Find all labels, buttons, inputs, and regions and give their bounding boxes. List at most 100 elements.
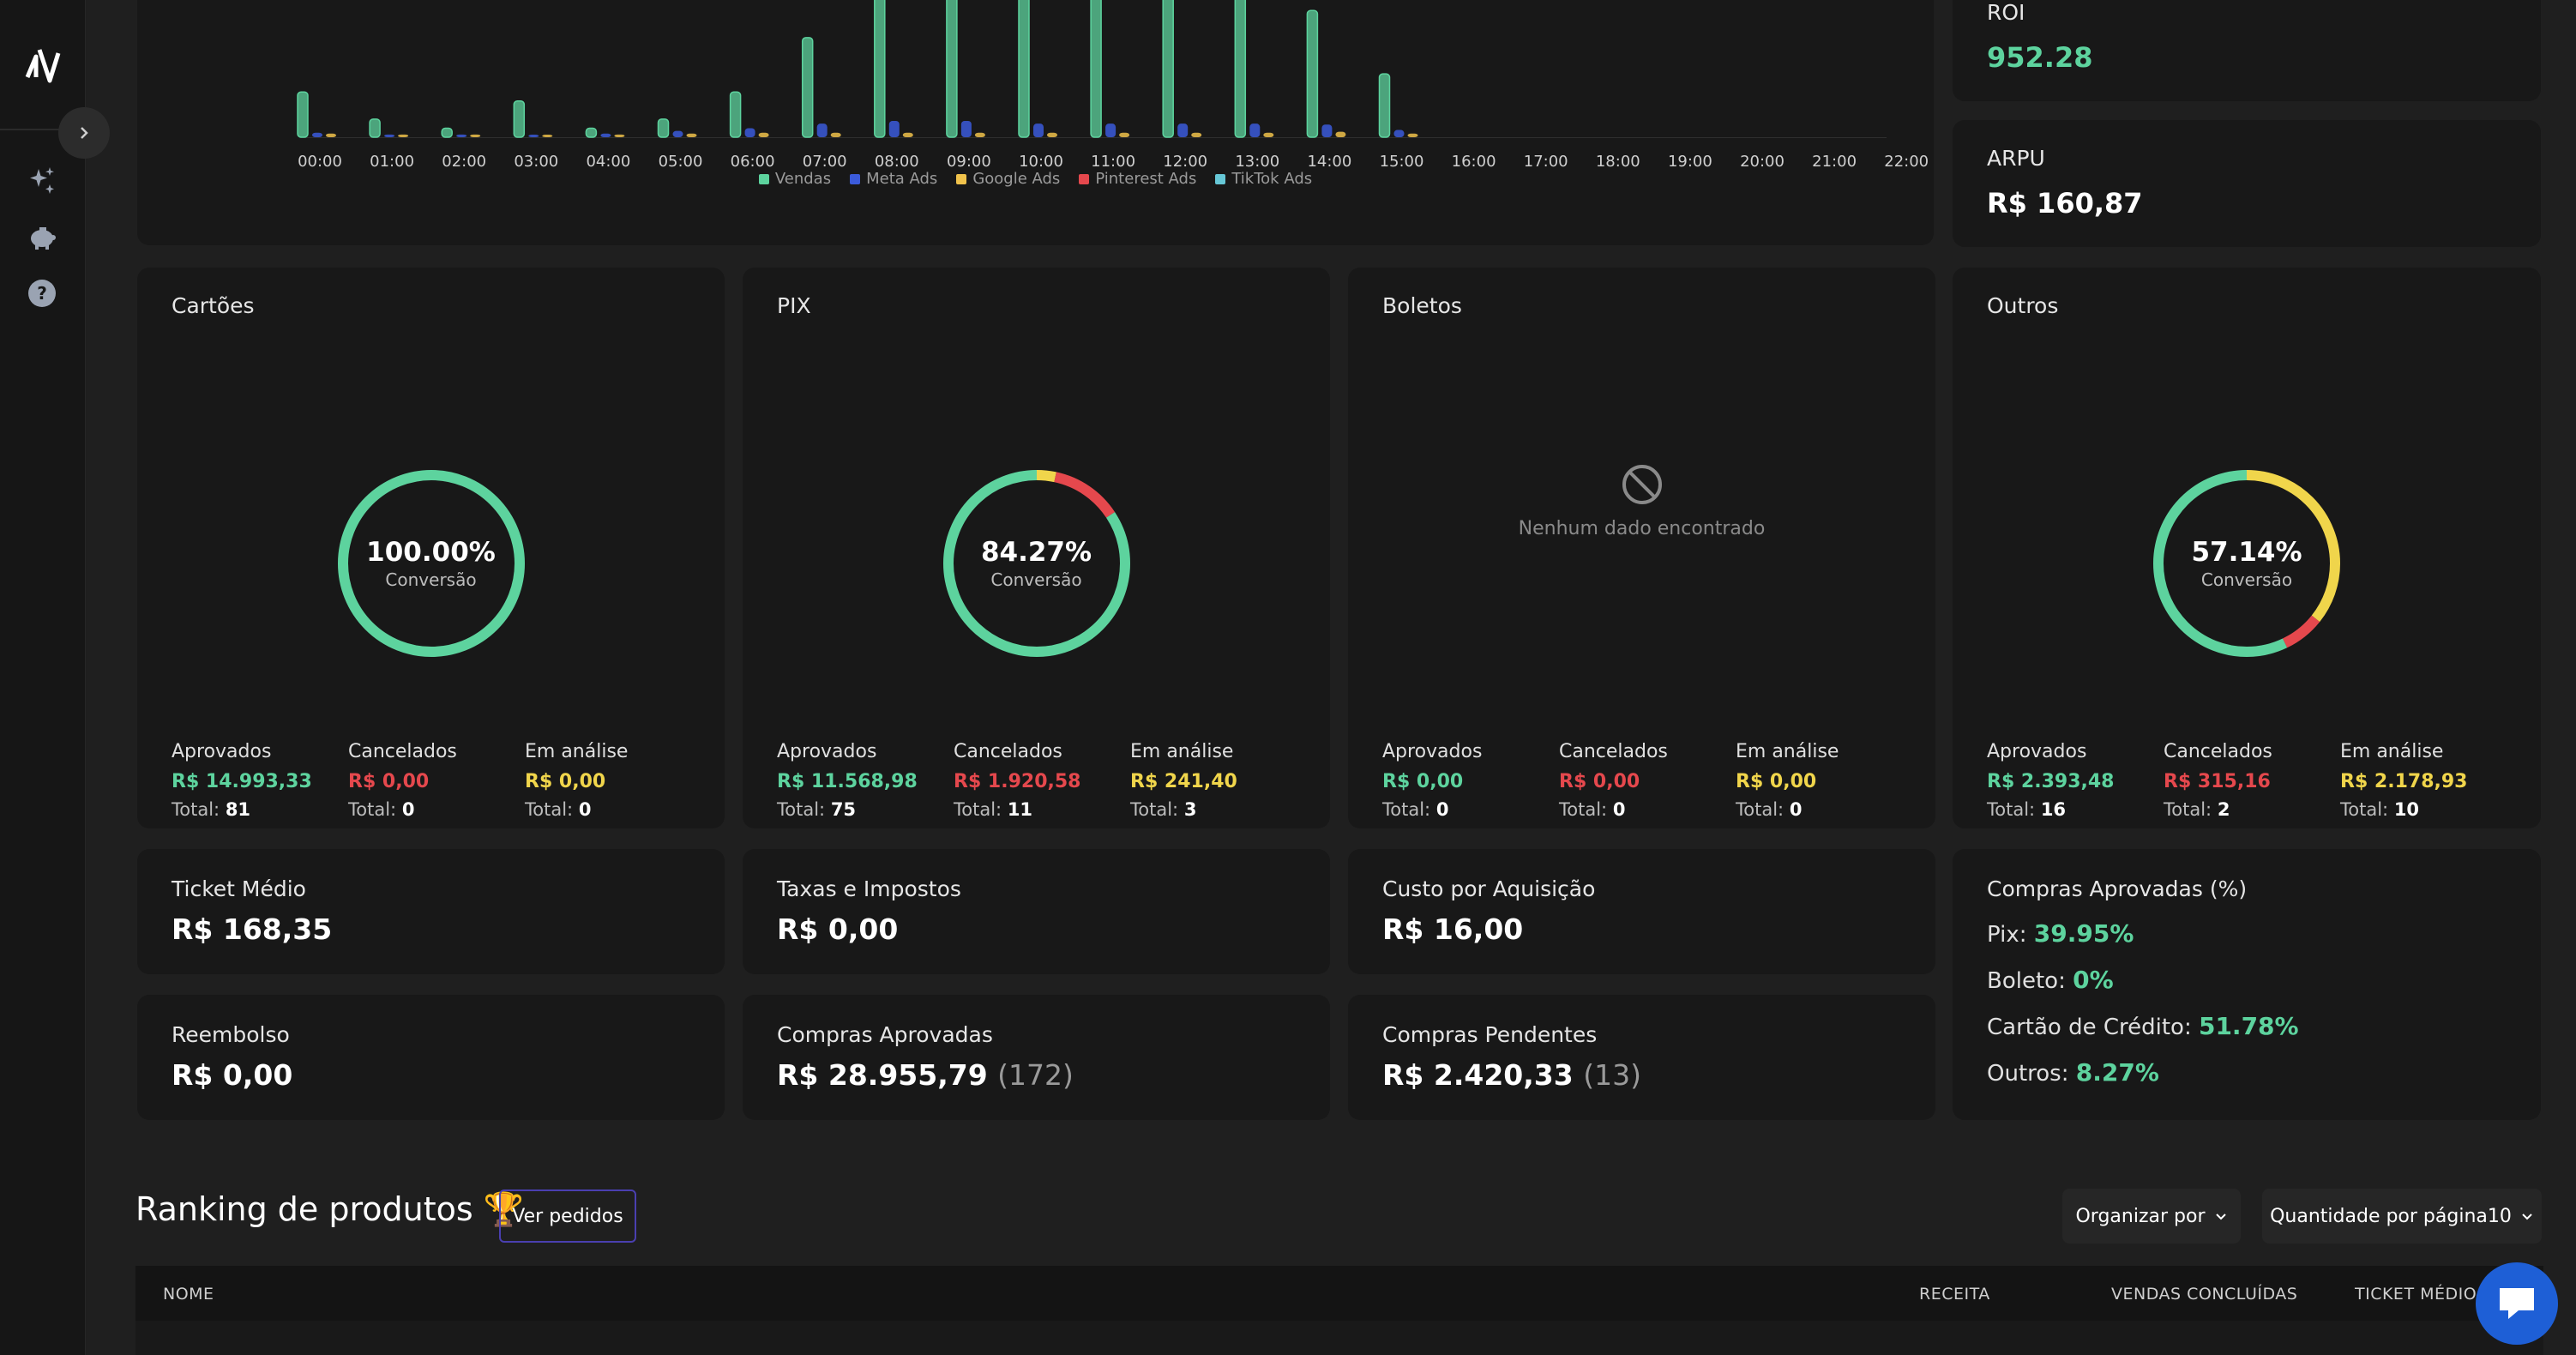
- stat-analysis-total-value: 0: [578, 799, 592, 820]
- bar-google-ads[interactable]: [326, 133, 336, 137]
- legend-label: TikTok Ads: [1231, 170, 1313, 188]
- conversion-donut: 84.27% Conversão: [938, 465, 1135, 662]
- legend-item[interactable]: Pinterest Ads: [1079, 170, 1196, 188]
- bar-meta-ads[interactable]: [1177, 123, 1189, 137]
- bar-vendas[interactable]: [657, 118, 670, 138]
- x-tick-label: 04:00: [586, 153, 630, 171]
- payment-card-outros: Outros 57.14% Conversão Aprovados R$ 2.393,4…: [1953, 268, 2541, 828]
- column-ticket-medio[interactable]: TICKET MÉDIO: [2355, 1285, 2477, 1304]
- bar-google-ads[interactable]: [1047, 132, 1057, 137]
- stat-approved-total-label: Total:: [777, 799, 826, 820]
- bar-vendas[interactable]: [441, 127, 453, 138]
- no-data-message: Nenhum dado encontrado: [1348, 463, 1935, 539]
- brand-logo-icon[interactable]: [24, 46, 62, 84]
- bar-meta-ads[interactable]: [744, 128, 755, 137]
- bar-google-ads[interactable]: [1191, 132, 1202, 137]
- bar-google-ads[interactable]: [686, 133, 697, 137]
- view-orders-button[interactable]: Ver pedidos: [499, 1189, 636, 1243]
- compras-pendentes-label: Compras Pendentes: [1382, 1022, 1598, 1047]
- bar-google-ads[interactable]: [614, 134, 625, 137]
- outros-percentage-value: 8.27%: [2075, 1058, 2159, 1087]
- bar-meta-ads[interactable]: [1033, 123, 1044, 137]
- bar-vendas[interactable]: [297, 91, 309, 138]
- bar-meta-ads[interactable]: [672, 130, 683, 137]
- sparkles-icon[interactable]: [26, 165, 58, 197]
- bar-meta-ads[interactable]: [1393, 129, 1405, 137]
- column-nome[interactable]: NOME: [163, 1285, 214, 1304]
- conversion-percent: 84.27%: [980, 537, 1092, 568]
- bar-vendas[interactable]: [369, 118, 381, 138]
- cpa-label: Custo por Aquisição: [1382, 876, 1596, 901]
- bar-google-ads[interactable]: [1407, 133, 1418, 137]
- chart-legend: Vendas Meta Ads Google Ads Pinterest Ads Tik…: [137, 170, 1934, 188]
- bar-vendas[interactable]: [513, 100, 526, 138]
- chevron-down-icon: [2522, 1213, 2532, 1220]
- legend-item[interactable]: TikTok Ads: [1215, 170, 1312, 188]
- bar-meta-ads[interactable]: [456, 134, 467, 137]
- bar-google-ads[interactable]: [1119, 132, 1130, 137]
- bar-vendas[interactable]: [1378, 73, 1391, 138]
- bar-meta-ads[interactable]: [1321, 124, 1333, 137]
- bar-vendas[interactable]: [874, 0, 886, 138]
- bar-vendas[interactable]: [1090, 0, 1102, 138]
- x-tick-label: 13:00: [1235, 153, 1279, 171]
- x-tick-label: 07:00: [803, 153, 847, 171]
- bar-google-ads[interactable]: [830, 132, 841, 137]
- bar-google-ads[interactable]: [902, 132, 913, 137]
- bar-google-ads[interactable]: [1263, 132, 1274, 137]
- stat-approved-total-label: Total:: [1382, 799, 1431, 820]
- per-page-label-text: Quantidade por página: [2270, 1205, 2488, 1227]
- stat-canceled-label: Cancelados: [348, 741, 457, 762]
- bar-vendas[interactable]: [1234, 0, 1247, 138]
- stat-canceled-total-value: 11: [1007, 799, 1033, 820]
- column-receita[interactable]: RECEITA: [1919, 1285, 1990, 1304]
- legend-swatch: [758, 173, 769, 184]
- compras-pendentes-count: (13): [1583, 1058, 1641, 1092]
- bar-google-ads[interactable]: [974, 132, 985, 137]
- per-page-dropdown[interactable]: Quantidade por página10: [2262, 1189, 2542, 1244]
- stat-canceled-total: Total: 0: [348, 799, 520, 820]
- bar-google-ads[interactable]: [398, 134, 409, 137]
- chat-button[interactable]: [2476, 1262, 2558, 1345]
- help-circle-icon[interactable]: ?: [26, 277, 58, 310]
- bar-google-ads[interactable]: [758, 132, 769, 137]
- bar-vendas[interactable]: [729, 91, 742, 138]
- x-tick-label: 19:00: [1668, 153, 1712, 171]
- bar-meta-ads[interactable]: [888, 121, 900, 137]
- ticket-medio-label: Ticket Médio: [172, 876, 306, 901]
- svg-text:?: ?: [37, 283, 47, 304]
- bar-vendas[interactable]: [1306, 9, 1319, 138]
- sidebar: ?: [0, 0, 86, 1355]
- bar-google-ads[interactable]: [1335, 131, 1346, 137]
- stat-canceled-total: Total: 11: [954, 799, 1125, 820]
- sidebar-expand-button[interactable]: [58, 107, 110, 159]
- ranking-title: Ranking de produtos 🏆: [135, 1190, 524, 1229]
- legend-item[interactable]: Vendas: [758, 170, 831, 188]
- bar-vendas[interactable]: [1162, 0, 1174, 138]
- chart-plot: 00:00 01:00 02:00 03:00 04:00 05:00 06:00 07:00…: [297, 0, 1929, 171]
- piggy-bank-icon[interactable]: [26, 221, 58, 254]
- table-row[interactable]: [135, 1321, 2543, 1355]
- legend-item[interactable]: Google Ads: [956, 170, 1060, 188]
- bar-meta-ads[interactable]: [960, 121, 972, 137]
- donut-segment-approved: [337, 470, 525, 657]
- bar-meta-ads[interactable]: [528, 135, 539, 137]
- legend-item[interactable]: Meta Ads: [850, 170, 937, 188]
- bar-vendas[interactable]: [946, 0, 958, 138]
- x-tick-label: 00:00: [298, 153, 342, 171]
- x-tick-label: 05:00: [659, 153, 703, 171]
- bar-vendas[interactable]: [585, 127, 598, 138]
- bar-meta-ads[interactable]: [1249, 123, 1261, 137]
- bar-meta-ads[interactable]: [1105, 123, 1116, 137]
- bar-meta-ads[interactable]: [384, 134, 395, 137]
- sort-by-dropdown[interactable]: Organizar por: [2062, 1189, 2241, 1244]
- bar-vendas[interactable]: [1018, 0, 1030, 138]
- x-tick-label: 02:00: [442, 153, 486, 171]
- bar-meta-ads[interactable]: [312, 132, 322, 137]
- bar-google-ads[interactable]: [470, 134, 481, 137]
- bar-meta-ads[interactable]: [600, 133, 611, 137]
- bar-meta-ads[interactable]: [816, 123, 828, 137]
- bar-vendas[interactable]: [801, 37, 814, 138]
- bar-google-ads[interactable]: [542, 135, 553, 137]
- column-vendas-concluidas[interactable]: VENDAS CONCLUÍDAS: [2111, 1285, 2298, 1304]
